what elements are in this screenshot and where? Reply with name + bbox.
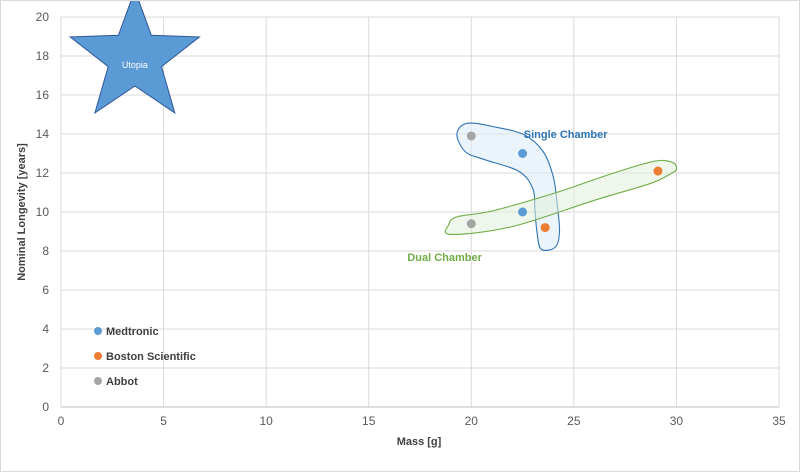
legend-entry: Medtronic	[106, 326, 159, 338]
x-tick-label: 30	[670, 414, 684, 428]
point-abbot	[466, 219, 476, 229]
x-tick-label: 0	[58, 414, 65, 428]
y-tick-label: 0	[42, 400, 49, 414]
region-dual-chamber	[444, 159, 678, 235]
y-tick-label: 20	[36, 10, 50, 24]
y-tick-label: 6	[42, 283, 49, 297]
y-axis-label: Nominal Longevity [years]	[16, 143, 28, 281]
axes: 0 5 10 15 20 25 30 35 0 2 4 6 8 10 12 14 16 18 20	[36, 10, 786, 428]
annotation-single-chamber: Single Chamber	[524, 129, 608, 141]
point-abbot	[466, 131, 476, 141]
x-tick-label: 15	[362, 414, 376, 428]
x-tick-label: 35	[772, 414, 786, 428]
y-tick-label: 12	[36, 166, 50, 180]
x-tick-label: 5	[160, 414, 167, 428]
legend-entry: Boston Scientific	[106, 351, 196, 363]
point-medtronic	[518, 149, 528, 158]
legend: Medtronic Boston Scientific Abbot	[94, 326, 196, 388]
annotation-dual-chamber: Dual Chamber	[407, 252, 482, 264]
regions	[444, 122, 678, 251]
point-boston-scientific	[540, 223, 550, 233]
x-tick-label: 10	[259, 414, 273, 428]
y-tick-label: 14	[36, 127, 50, 141]
annotations: Single Chamber Dual Chamber Utopia	[122, 60, 608, 264]
y-tick-label: 16	[36, 88, 50, 102]
annotation-utopia: Utopia	[122, 60, 148, 70]
x-tick-label: 20	[465, 414, 479, 428]
gridlines	[60, 16, 780, 408]
legend-marker	[94, 377, 102, 385]
y-tick-label: 10	[36, 205, 50, 219]
legend-entry: Abbot	[106, 376, 138, 388]
y-tick-label: 8	[42, 244, 49, 258]
y-tick-label: 18	[36, 49, 50, 63]
legend-marker	[94, 327, 102, 335]
y-tick-label: 2	[42, 361, 49, 375]
legend-marker	[94, 352, 102, 360]
data-points	[466, 131, 663, 233]
y-tick-label: 4	[42, 322, 49, 336]
x-axis-label: Mass [g]	[397, 436, 442, 448]
region-single-chamber	[456, 122, 561, 251]
utopia-star	[68, 1, 201, 115]
star-shape	[68, 1, 201, 115]
x-tick-label: 25	[567, 414, 581, 428]
point-boston-scientific	[653, 166, 663, 176]
point-medtronic	[518, 207, 528, 217]
